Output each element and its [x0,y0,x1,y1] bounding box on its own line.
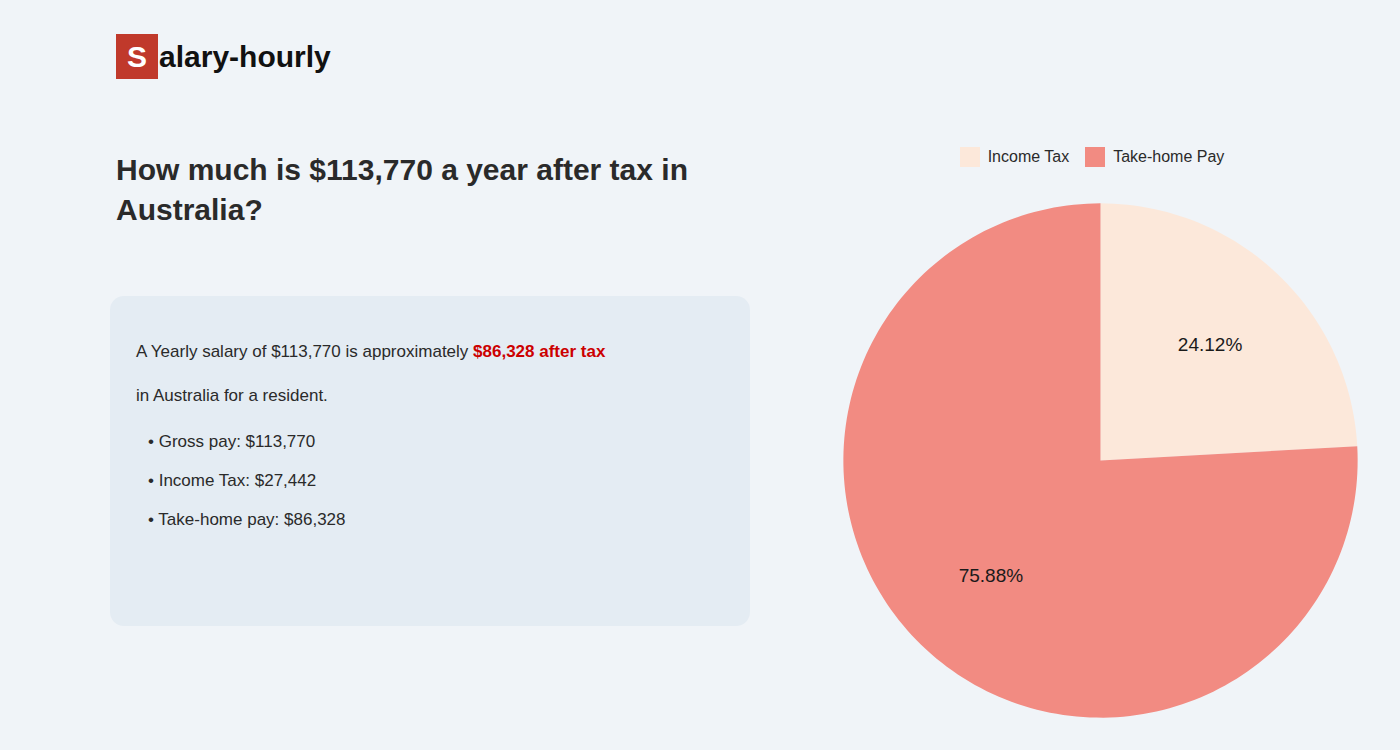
html-text:How much is $113,770 a year af: How much is $113,770 a year after tax in [116,153,688,186]
html-text:Australia?: Australia? [116,193,263,226]
html-text:• Take-home pay: $86,328: • Take-home pay: $86,328 [148,510,346,529]
html-text:• Gross pay: $113,770: • Gross pay: $113,770 [148,432,316,451]
svg-text:24.12%: 24.12% [1178,334,1243,355]
html-text:in Australia for a resident.: in Australia for a resident. [136,386,328,405]
html-text:alary-hourly: alary-hourly [159,39,331,73]
html-text:A Yearly salary of $113,770 is: A Yearly salary of $113,770 is approxima… [136,342,606,361]
html-text:Income Tax: Income Tax [987,147,1070,165]
html-text:Take-home Pay: Take-home Pay [1113,147,1225,165]
html-text:S: S [127,40,147,73]
svg-text:75.88%: 75.88% [959,565,1024,586]
html-text:• Income Tax: $27,442: • Income Tax: $27,442 [148,471,317,490]
